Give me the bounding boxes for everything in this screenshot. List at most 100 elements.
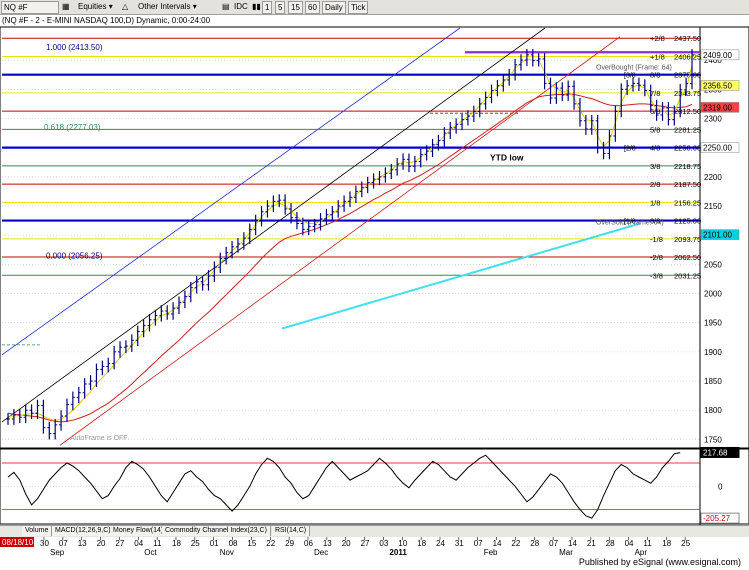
murrey-level-value: 2312.50 (674, 107, 701, 116)
murrey-level-value: 2031.25 (674, 271, 701, 280)
x-tick-label: 06 (304, 539, 313, 548)
x-tick-label: 18 (417, 539, 426, 548)
fib-label: 1.000 (2413.50) (46, 43, 103, 52)
murrey-level-value: 2125.00 (674, 217, 701, 226)
cyan-trend-line (281, 222, 641, 330)
tab-rsi[interactable]: RSI(14,C) (272, 526, 311, 536)
murrey-level-value: 2281.25 (674, 125, 701, 134)
x-tick-label: 10 (398, 539, 407, 548)
price-tick-label: 2200 (704, 173, 722, 182)
price-pane (0, 26, 749, 449)
x-tick-label: 25 (191, 539, 200, 548)
x-month-label: Apr (635, 548, 648, 557)
x-tick-label: 11 (153, 539, 162, 548)
x-tick-label: 24 (436, 539, 445, 548)
toolbar: NQ #F ▦ Equities ▾ △ Other Intervals ▾ ▤… (0, 0, 749, 15)
tab-cci[interactable]: Commodity Channel Index(23,C) (162, 526, 271, 536)
interval-tick-button[interactable]: Tick (348, 1, 369, 14)
murrey-level-value: 2250.00 (674, 144, 701, 153)
overbought-label: OverBought (Frame: 64) (596, 64, 672, 71)
indicator-icon[interactable]: ▤ (222, 2, 230, 11)
equities-dropdown[interactable]: Equities ▾ (78, 2, 113, 11)
sma-slow-line (7, 93, 693, 423)
murrey-level-label: 7/8 (650, 89, 660, 98)
price-tick-label: 1900 (704, 348, 722, 357)
murrey-level-value: 2343.75 (674, 89, 701, 98)
other-intervals-dropdown[interactable]: Other Intervals ▾ (138, 2, 197, 11)
x-tick-label: 04 (625, 539, 634, 548)
price-tag-box (700, 49, 740, 61)
pause-icon[interactable]: ▮▮ (252, 2, 261, 11)
x-tick-label: 27 (361, 539, 370, 548)
interval-5-button[interactable]: 5 (275, 1, 286, 14)
price-tick-label: 2000 (704, 290, 722, 299)
x-tick-label: 14 (493, 539, 502, 548)
x-month-label: Mar (559, 548, 573, 557)
murrey-level-value: 2062.50 (674, 253, 701, 262)
murrey-tag-label: [1/8 (624, 219, 636, 226)
x-tick-label: 20 (97, 539, 106, 548)
tab-macd[interactable]: MACD(12,26,9,C) (52, 526, 115, 536)
murrey-level-label: -3/8 (650, 271, 663, 280)
x-tick-label: 22 (266, 539, 275, 548)
x-tick-label: 18 (662, 539, 671, 548)
price-tag-box (700, 229, 740, 240)
interval-15-button[interactable]: 15 (288, 1, 303, 14)
start-date-label: 08/18/10 (2, 538, 34, 547)
tab-money-flow[interactable]: Money Flow(14) (110, 526, 168, 536)
murrey-level-label: 6/8 (650, 107, 660, 116)
murrey-level-value: 2437.50 (674, 34, 701, 43)
price-tick-label: 2150 (704, 202, 722, 211)
chart-type-icon[interactable]: ▦ (62, 2, 70, 11)
x-tick-label: 08 (229, 539, 238, 548)
price-tick-label: 1800 (704, 406, 722, 415)
cci-line (7, 452, 681, 519)
murrey-level-label: 3/8 (650, 162, 660, 171)
study-tabs: Volume MACD(12,26,9,C) Money Flow(14) Co… (0, 525, 749, 537)
tab-volume[interactable]: Volume (22, 526, 53, 536)
murrey-level-value: 2156.25 (674, 198, 701, 207)
murrey-level-label: 4/8 (650, 144, 660, 153)
x-tick-label: 25 (681, 539, 690, 548)
idc-button[interactable]: IDC (234, 2, 248, 11)
x-tick-label: 07 (474, 539, 483, 548)
murrey-level-value: 2406.25 (674, 52, 701, 61)
x-tick-label: 30 (40, 539, 49, 548)
x-tick-label: 14 (568, 539, 577, 548)
x-tick-label: 13 (78, 539, 87, 548)
interval-1-button[interactable]: 1 (262, 1, 273, 14)
murrey-level-value: 2375.00 (674, 71, 701, 80)
lock-icon[interactable]: △ (122, 2, 129, 11)
murrey-level-label: 2/8 (650, 180, 660, 189)
x-tick-label: 21 (587, 539, 596, 548)
chart-title: (NQ #F - 2 - E-MINI NASDAQ 100,D) Dynami… (2, 16, 211, 25)
ytd-low-label: YTD low (490, 152, 524, 162)
x-tick-label: 07 (59, 539, 68, 548)
channel-mid-line (1, 27, 546, 423)
equities-label: Equities (78, 2, 107, 11)
price-tag-box (700, 80, 740, 91)
price-tag-box (700, 142, 740, 153)
price-tick-label: 1750 (704, 435, 722, 444)
x-tick-label: 01 (210, 539, 219, 548)
x-tick-label: 15 (247, 539, 256, 548)
murrey-level-label: -1/8 (650, 235, 663, 244)
interval-daily-button[interactable]: Daily (322, 1, 346, 14)
murrey-tag-label: [2/8 (624, 146, 636, 153)
price-tag-text: 2319.00 (703, 103, 732, 112)
symbol-field[interactable]: NQ #F (1, 1, 59, 14)
autoframe-label: AutoFrame is OFF (70, 435, 128, 442)
murrey-level-label: 1/8 (650, 198, 660, 207)
price-tick-label: 2400 (704, 56, 722, 65)
price-tag-text: 2409.00 (703, 51, 732, 60)
price-tick-label: 1950 (704, 319, 722, 328)
oversold-label: OverSold (Frame: 64) (596, 220, 664, 227)
x-tick-label: 07 (549, 539, 558, 548)
interval-60-button[interactable]: 60 (305, 1, 320, 14)
x-tick-label: 29 (285, 539, 294, 548)
x-tick-label: 22 (511, 539, 520, 548)
cci-lower-value: -205.27 (703, 514, 731, 523)
x-tick-label: 18 (172, 539, 181, 548)
cci-lower-tag (700, 512, 740, 524)
